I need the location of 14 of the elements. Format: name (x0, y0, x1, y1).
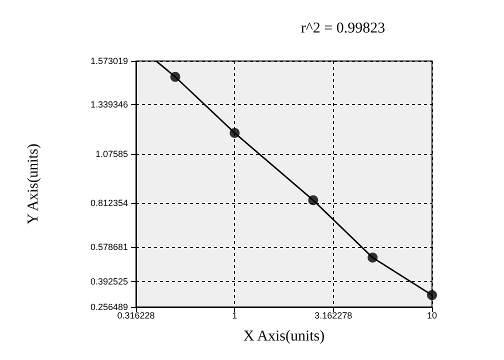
y-axis-title: Y Axis(units) (26, 144, 42, 224)
y-tick-label: 0.392525 (90, 276, 128, 287)
y-tick-label: 1.07585 (95, 148, 128, 159)
x-tick-label: 10 (426, 310, 438, 320)
chart-title: r^2 = 0.99823 (300, 20, 386, 36)
x-tick-label: 0.316228 (117, 310, 155, 320)
y-tick-label: 0.256489 (90, 302, 128, 312)
x-tick-label: 3.162278 (314, 310, 352, 320)
x-tick-label: 1 (232, 310, 238, 320)
y-tick-label: 1.573019 (90, 56, 128, 66)
x-axis-title: X Axis(units) (243, 328, 325, 344)
y-tick-label: 1.339346 (90, 100, 128, 110)
y-tick-label: 0.812354 (90, 198, 128, 208)
y-tick-label: 0.578681 (90, 242, 128, 252)
